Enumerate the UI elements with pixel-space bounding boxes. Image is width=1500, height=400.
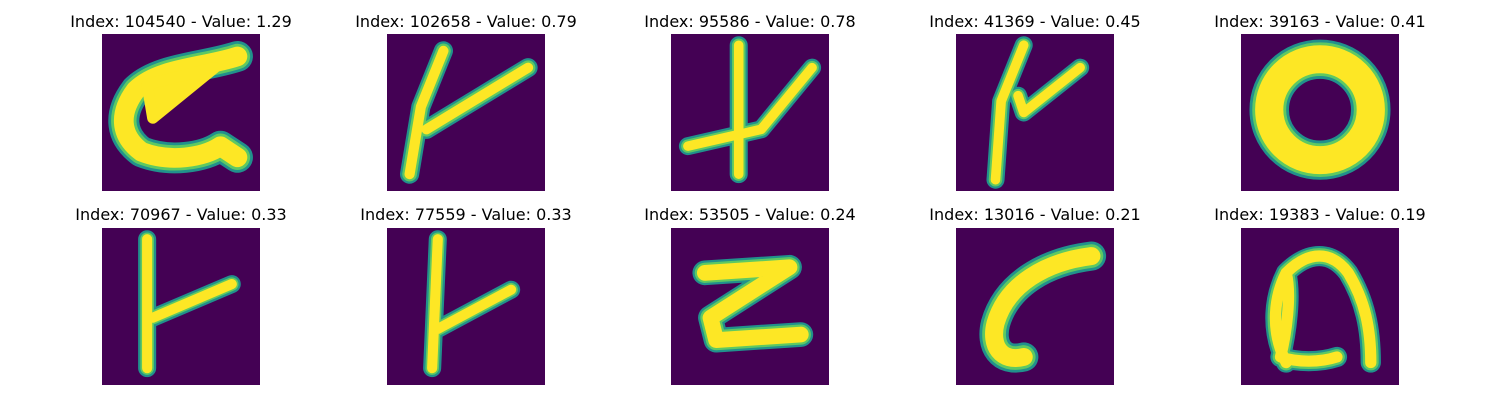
digit-image bbox=[387, 34, 545, 191]
panel-title: Index: 70967 - Value: 0.33 bbox=[75, 205, 287, 224]
panel-title: Index: 53505 - Value: 0.24 bbox=[644, 205, 856, 224]
panel-title: Index: 104540 - Value: 1.29 bbox=[70, 12, 292, 31]
digit-image bbox=[671, 34, 829, 191]
digit-image bbox=[102, 228, 260, 385]
digit-image bbox=[956, 228, 1114, 385]
digit-image bbox=[1241, 228, 1399, 385]
panel-title: Index: 41369 - Value: 0.45 bbox=[929, 12, 1141, 31]
digit-image bbox=[1241, 34, 1399, 191]
panel-title: Index: 95586 - Value: 0.78 bbox=[644, 12, 856, 31]
digit-image bbox=[387, 228, 545, 385]
panel-title: Index: 77559 - Value: 0.33 bbox=[360, 205, 572, 224]
panel-title: Index: 102658 - Value: 0.79 bbox=[355, 12, 577, 31]
digit-image bbox=[956, 34, 1114, 191]
digit-image bbox=[102, 34, 260, 191]
panel-title: Index: 19383 - Value: 0.19 bbox=[1214, 205, 1426, 224]
digit-image bbox=[671, 228, 829, 385]
panel-title: Index: 39163 - Value: 0.41 bbox=[1214, 12, 1426, 31]
panel-title: Index: 13016 - Value: 0.21 bbox=[929, 205, 1141, 224]
